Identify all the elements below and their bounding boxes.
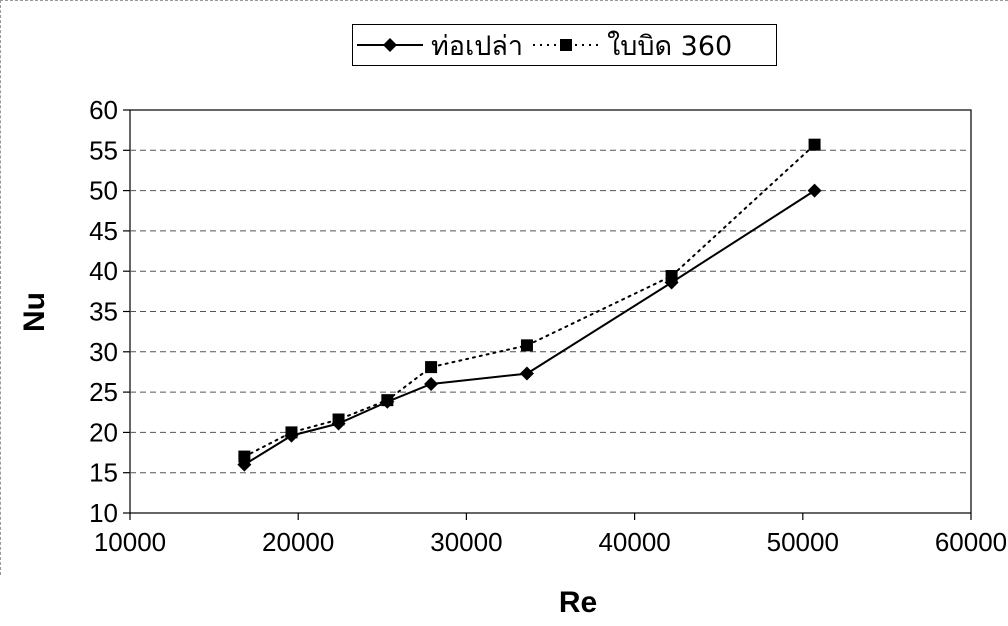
series-layer [237,138,822,472]
x-tick-label-1: 20000 [262,527,334,557]
x-tick-label-0: 10000 [94,527,166,557]
y-tick-label-8: 50 [89,176,118,206]
series-1-point-5 [520,339,533,352]
y-tick-label-10: 60 [89,95,118,125]
x-tick-label-3: 40000 [598,527,670,557]
series-0 [237,183,822,472]
legend-label-1: ใบบิด 360 [607,30,733,62]
y-tick-label-5: 35 [89,297,118,327]
legend-symbol-solid-diamond [357,38,423,52]
x-tick-label-5: 60000 [935,527,1007,557]
series-0-point-5 [519,366,534,381]
y-tick-label-4: 30 [89,337,118,367]
y-tick-label-7: 45 [89,216,118,246]
legend: ท่อเปล่า ใบบิด 360 [352,24,777,66]
series-1-point-1 [285,426,298,439]
y-axis-label: Nu [18,292,51,332]
series-1-point-2 [332,413,345,426]
legend-symbol-dotted-square [533,39,600,51]
y-tick-label-9: 55 [89,135,118,165]
series-1-point-7 [808,138,821,151]
y-axis-ticks: 10 15 20 25 30 35 40 45 50 55 60 [89,95,130,528]
frame-left-border [0,0,1,575]
legend-label-0: ท่อเปล่า [431,30,524,62]
series-1-point-3 [381,394,394,407]
series-1-point-6 [665,270,678,283]
series-1-point-4 [425,361,438,374]
y-tick-label-1: 15 [89,458,118,488]
series-1-point-0 [238,450,251,463]
y-tick-label-0: 10 [89,498,118,528]
y-tick-label-6: 40 [89,256,118,286]
y-tick-label-3: 25 [89,377,118,407]
x-axis-label: Re [559,586,597,619]
frame-top-border [0,0,1008,1]
x-axis-ticks: 10000 20000 30000 40000 50000 60000 [94,513,1007,557]
y-tick-label-2: 20 [89,417,118,447]
series-0-point-4 [424,377,439,392]
gridlines [130,149,971,474]
x-tick-label-2: 30000 [430,527,502,557]
series-1 [238,138,821,463]
series-0-point-7 [807,183,822,198]
x-tick-label-4: 50000 [767,527,839,557]
series-1-line [243,143,816,458]
series-0-line [243,189,816,466]
legend-item-0: ท่อเปล่า [353,25,529,65]
legend-item-1: ใบบิด 360 [529,25,738,65]
